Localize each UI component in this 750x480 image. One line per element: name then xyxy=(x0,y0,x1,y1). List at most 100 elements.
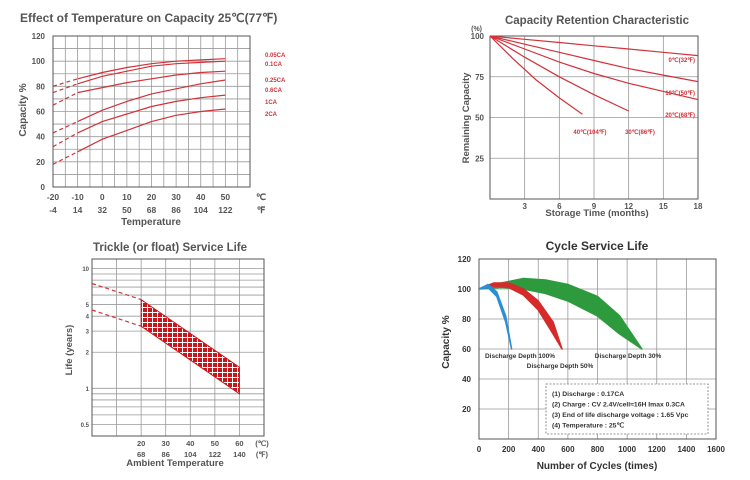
chart1-x-tick-f: 14 xyxy=(73,205,83,215)
chart4-x-tick: 200 xyxy=(502,445,516,454)
chart4-y-tick: 120 xyxy=(458,255,472,264)
chart1-x-tick-c: 30 xyxy=(171,192,181,202)
chart3-x-unit-c: (℃) xyxy=(255,439,269,448)
chart4-x-tick: 800 xyxy=(591,445,605,454)
chart3-x-label: Ambient Temperature xyxy=(126,458,223,469)
chart2-series-line xyxy=(489,35,699,101)
chart3-x-tick-f: 86 xyxy=(162,450,170,459)
chart1-series-label: 2CA xyxy=(265,112,278,118)
chart2-series-label: 0℃(32℉) xyxy=(669,57,695,64)
chart4-x-label: Number of Cycles (times) xyxy=(537,461,658,472)
chart1-series-line xyxy=(77,58,226,80)
chart2-series-line xyxy=(489,35,583,115)
chart1-y-tick: 0 xyxy=(41,183,46,192)
chart1-series-line xyxy=(77,60,226,85)
chart1-series-dashed xyxy=(52,83,78,94)
chart1-x-tick-c: 40 xyxy=(196,192,206,202)
chart4-note: (4) Temperature : 25℃ xyxy=(552,422,624,430)
chart4-series-label: Discharge Depth 50% xyxy=(527,363,594,370)
chart1-y-tick: 100 xyxy=(32,57,46,66)
chart3-y-tick: 1 xyxy=(86,387,90,393)
chart2-series-label: 30℃(86℉) xyxy=(625,129,655,136)
chart1-series-line xyxy=(77,94,226,134)
chart1-x-label: Temperature xyxy=(121,217,181,228)
chart2-series-line xyxy=(489,35,699,83)
chart1-x-tick-c: -20 xyxy=(47,192,60,202)
chart2-y-tick: 100 xyxy=(471,32,485,41)
chart2-series-line xyxy=(489,35,629,112)
chart1-series-label: 0.1CA xyxy=(265,62,283,68)
chart2-x-tick: 12 xyxy=(624,202,633,211)
chart1-x-tick-f: 32 xyxy=(98,205,108,215)
chart4-note: (1) Discharge : 0.17CA xyxy=(552,391,624,398)
chart2-x-tick: 18 xyxy=(694,202,703,211)
chart1-y-tick: 60 xyxy=(36,108,45,117)
chart1-x-tick-f: 68 xyxy=(147,205,157,215)
chart4-x-tick: 0 xyxy=(477,445,482,454)
chart1-x-tick-c: 20 xyxy=(147,192,157,202)
chart3-x-tick-c: 20 xyxy=(137,439,145,448)
chart1-x-tick-f: 50 xyxy=(122,205,132,215)
chart2-series-label: 40℃(104℉) xyxy=(573,129,606,136)
chart4-y-tick: 40 xyxy=(462,375,471,384)
chart3-x-tick-c: 30 xyxy=(162,439,170,448)
chart4-x-tick: 600 xyxy=(561,445,575,454)
chart1-x-tick-c: -10 xyxy=(71,192,84,202)
chart4-title: Cycle Service Life xyxy=(546,239,649,253)
chart2-y-unit: (%) xyxy=(471,26,482,33)
chart2-series-line xyxy=(489,35,699,57)
chart3-y-tick: 10 xyxy=(82,267,89,273)
chart4-y-label: Capacity % xyxy=(441,315,452,368)
chart3-y-tick: 5 xyxy=(86,303,90,309)
chart3-lower-dashed xyxy=(91,309,142,327)
chart2-y-tick: 50 xyxy=(475,114,484,123)
chart3-title: Trickle (or float) Service Life xyxy=(93,242,247,254)
chart1-series-label: 0.25CA xyxy=(265,78,286,84)
chart1-y-tick: 80 xyxy=(36,82,45,91)
chart1-series-dashed xyxy=(52,121,78,134)
chart3-life-band xyxy=(140,298,240,395)
chart1-title: Effect of Temperature on Capacity 25℃(77… xyxy=(20,11,277,25)
chart4-note: (2) Charge : CV 2.4V/cell≈16H Imax 0.3CA xyxy=(552,402,685,409)
chart4-y-tick: 80 xyxy=(462,315,471,324)
chart4-x-tick: 1000 xyxy=(618,445,636,454)
chart1-x-unit-f: ℉ xyxy=(257,205,266,215)
chart2-x-tick: 3 xyxy=(522,202,527,211)
chart1-x-tick-f: 122 xyxy=(218,205,232,215)
chart4-x-tick: 400 xyxy=(532,445,546,454)
chart2-x-tick: 15 xyxy=(659,202,668,211)
chart4-series-label: Discharge Depth 100% xyxy=(485,353,555,360)
chart3-x-tick-f: 104 xyxy=(184,450,197,459)
chart1-series-line xyxy=(77,70,226,94)
chart1-x-tick-c: 50 xyxy=(221,192,231,202)
chart4-y-tick: 100 xyxy=(458,285,472,294)
chart2-x-label: Storage Time (months) xyxy=(545,208,648,219)
chart1-series-dashed xyxy=(52,78,78,87)
chart2-y-tick: 25 xyxy=(475,154,484,163)
chart4-band-50 xyxy=(478,282,563,350)
chart4-x-tick: 1200 xyxy=(648,445,666,454)
chart3-x-tick-c: 50 xyxy=(211,439,219,448)
chart4-plot-frame xyxy=(478,258,717,440)
chart1-x-unit-c: ℃ xyxy=(256,192,266,202)
chart4-x-tick: 1400 xyxy=(677,445,695,454)
chart4-series-label: Discharge Depth 30% xyxy=(595,353,662,360)
chart3-y-tick: 4 xyxy=(86,315,90,321)
chart4-x-tick: 1600 xyxy=(707,445,725,454)
chart3-y-label: Life (years) xyxy=(64,325,75,376)
chart4-y-tick: 60 xyxy=(462,345,471,354)
chart3-x-tick-c: 60 xyxy=(235,439,243,448)
chart1-x-tick-f: -4 xyxy=(49,205,57,215)
chart3-x-tick-f: 140 xyxy=(233,450,246,459)
chart1-series-label: 0.6CA xyxy=(265,88,283,94)
chart2-x-tick: 6 xyxy=(557,202,562,211)
chart1-series-line xyxy=(77,108,226,153)
chart3-y-tick: 3 xyxy=(86,330,90,336)
chart3-y-tick: 2 xyxy=(86,351,90,357)
chart1-series-dashed xyxy=(52,151,78,165)
chart4-note: (3) End of life discharge voltage : 1.65… xyxy=(552,412,689,419)
chart1-x-tick-f: 86 xyxy=(171,205,181,215)
chart3-x-tick-f: 122 xyxy=(209,450,222,459)
chart4-band-100 xyxy=(478,283,513,350)
